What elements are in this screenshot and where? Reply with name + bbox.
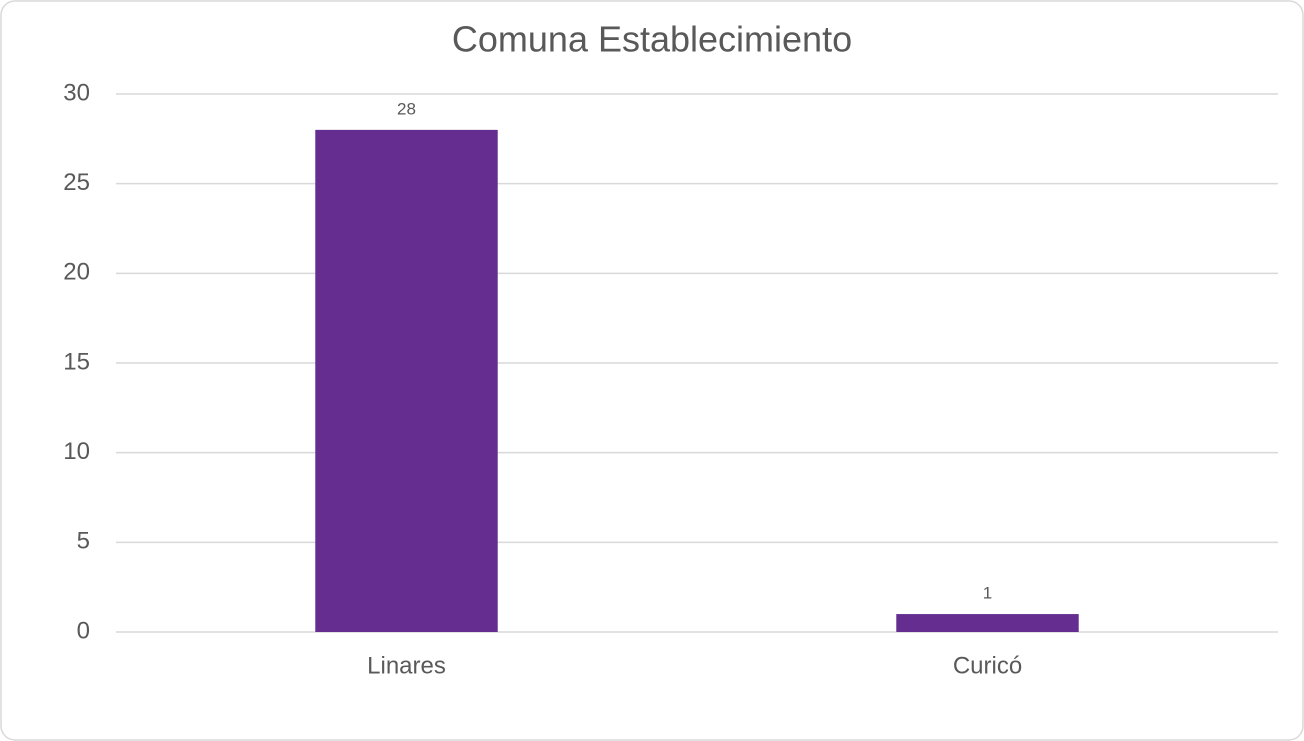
data-label: 28 — [397, 99, 416, 118]
y-tick-label: 30 — [63, 79, 90, 106]
y-tick-label: 0 — [77, 617, 90, 644]
chart-title: Comuna Establecimiento — [452, 19, 852, 60]
bar — [896, 614, 1079, 632]
y-tick-label: 5 — [77, 528, 90, 555]
x-tick-label: Linares — [367, 652, 446, 679]
x-tick-label: Curicó — [953, 652, 1022, 679]
y-tick-label: 25 — [63, 169, 90, 196]
y-tick-label: 10 — [63, 438, 90, 465]
bar — [315, 129, 498, 632]
data-label: 1 — [983, 584, 992, 603]
y-tick-label: 15 — [63, 348, 90, 375]
y-tick-label: 20 — [63, 259, 90, 286]
